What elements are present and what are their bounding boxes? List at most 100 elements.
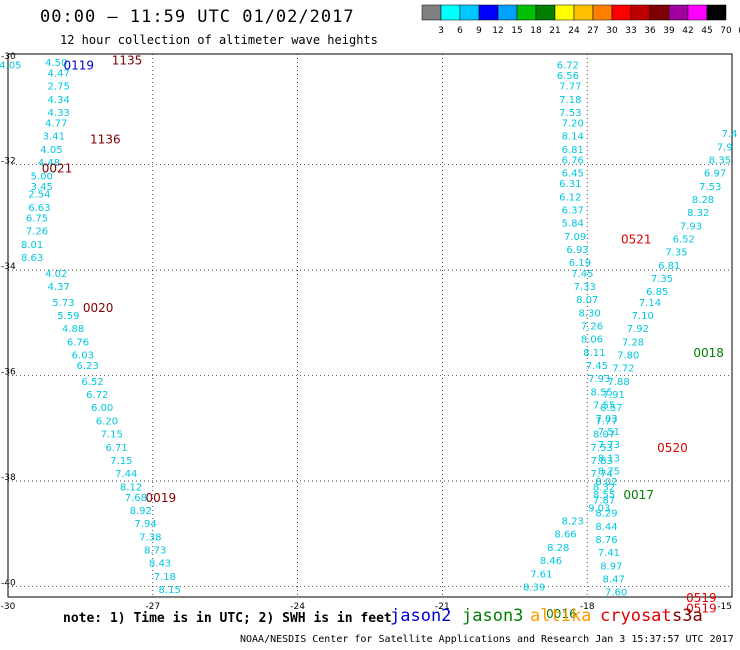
wave-height-value: 7.53 — [591, 443, 613, 454]
longitude-label: -15 — [717, 602, 732, 612]
footer-credit: NOAA/NESDIS Center for Satellite Applica… — [240, 634, 734, 645]
wave-height-value: 5.84 — [562, 219, 584, 230]
wave-height-value: 7.45 — [586, 361, 608, 372]
longitude-label: -21 — [435, 602, 450, 612]
wave-height-value: 8.55 — [593, 490, 615, 501]
scale-label: 36 — [644, 26, 656, 36]
wave-height-value: 7.4 — [722, 129, 738, 140]
scale-swatch — [706, 4, 727, 21]
wave-height-value: 6.12 — [559, 192, 581, 203]
pass-time-label: 0016 — [546, 607, 577, 621]
wave-height-value: 8.23 — [562, 517, 584, 528]
wave-height-value: 6.45 — [562, 169, 584, 180]
wave-height-value: 4.05 — [0, 61, 22, 72]
wave-height-value: 7.09 — [564, 232, 586, 243]
wave-height-value: 6.31 — [559, 179, 581, 190]
wave-height-value: 6.75 — [26, 213, 48, 224]
wave-height-value: 4.05 — [40, 145, 62, 156]
wave-height-value: 8.47 — [603, 575, 625, 586]
wave-height-value: 7.55 — [593, 401, 615, 412]
pass-time-label: 0021 — [42, 161, 73, 175]
pass-time-label: 0520 — [657, 441, 688, 455]
wave-height-value: 7.93 — [680, 221, 702, 232]
wave-height-value: 7.60 — [605, 588, 627, 599]
wave-height-value: 6.76 — [562, 155, 584, 166]
wave-height-value: 6.52 — [673, 235, 695, 246]
longitude-label: -24 — [290, 602, 305, 612]
wave-height-value: 5.59 — [57, 311, 79, 322]
wave-height-value: 6.97 — [704, 169, 726, 180]
wave-height-value: 8.73 — [144, 546, 166, 557]
wave-height-value: 5.00 — [31, 171, 53, 182]
wave-height-value: 7.77 — [559, 82, 581, 93]
wave-height-value: 6.81 — [658, 261, 680, 272]
wave-height-value: 6.03 — [72, 350, 94, 361]
wave-height-value: 7.18 — [559, 95, 581, 106]
scale-label: 18 — [530, 26, 542, 36]
wave-height-value: 6.72 — [557, 61, 579, 72]
wave-height-value: 6.63 — [28, 203, 50, 214]
scale-label: 27 — [587, 26, 598, 36]
wave-height-value: 7.91 — [603, 390, 625, 401]
wave-height-value: 3.45 — [31, 182, 53, 193]
wave-height-value: 4.47 — [48, 68, 70, 79]
wave-height-value: 6.93 — [566, 245, 588, 256]
latitude-label: -36 — [1, 368, 16, 378]
wave-height-value: 8.07 — [576, 295, 598, 306]
wave-height-value: 5.73 — [52, 298, 74, 309]
wave-height-value: 7.94 — [134, 519, 156, 530]
wave-height-value: 8.75 — [598, 466, 620, 477]
pass-time-label: 0019 — [146, 491, 177, 505]
longitude-label: -18 — [580, 602, 595, 612]
wave-height-value: 7.44 — [115, 469, 137, 480]
latitude-label: -40 — [1, 578, 16, 588]
wave-height-value: 8.12 — [120, 482, 142, 493]
wave-height-value: 8.07 — [593, 430, 615, 441]
wave-height-value: 8.11 — [583, 348, 605, 359]
legend-jason2: jason2 — [390, 606, 452, 626]
wave-height-value: 8.43 — [149, 559, 171, 570]
wave-height-value: 7.10 — [632, 311, 654, 322]
wave-height-value: 2.54 — [28, 190, 50, 201]
pass-time-label: 0017 — [623, 488, 654, 502]
wave-height-value: 7.68 — [125, 493, 147, 504]
wave-height-value: 7.80 — [617, 350, 639, 361]
wave-height-value: 4.88 — [62, 324, 84, 335]
wave-height-value: 8.28 — [692, 195, 714, 206]
pass-time-label: 1136 — [90, 132, 121, 146]
scale-label: 39 — [663, 26, 675, 36]
wave-height-value: 8.57 — [600, 403, 622, 414]
scale-label: 12 — [492, 26, 503, 36]
wave-height-value: 7.87 — [593, 495, 615, 506]
scale-label: 24 — [568, 26, 580, 36]
scale-label: 30 — [606, 26, 618, 36]
wave-height-value: 6.37 — [562, 206, 584, 217]
wave-height-value: 7.61 — [530, 569, 552, 580]
pass-time-label: 0519 — [686, 602, 717, 616]
wave-height-value: 4.37 — [48, 282, 70, 293]
wave-height-value: 8.44 — [595, 522, 617, 533]
scale-label: 45 — [701, 26, 712, 36]
wave-height-value: 8.06 — [581, 335, 603, 346]
wave-height-value: 7.15 — [101, 430, 123, 441]
wave-height-value: 7.93 — [588, 374, 610, 385]
wave-height-value: 7.20 — [562, 119, 584, 130]
wave-height-value: 7.74 — [591, 469, 613, 480]
wave-height-value: 6.72 — [86, 390, 108, 401]
legend-jason3: jason3 — [462, 606, 524, 626]
latitude-label: -32 — [1, 157, 16, 167]
wave-height-value: 7.77 — [595, 416, 617, 427]
wave-height-value: 7.38 — [139, 532, 161, 543]
wave-height-value: 7.73 — [598, 440, 620, 451]
wave-height-value: 8.97 — [600, 561, 622, 572]
wave-height-value: 7.9 — [717, 142, 733, 153]
legend-s3a: s3a — [672, 606, 703, 626]
wave-height-value: 9.03 — [588, 503, 610, 514]
wave-height-value: 6.00 — [91, 403, 113, 414]
page-title: 00:00 – 11:59 UTC 01/02/2017 — [40, 7, 355, 27]
longitude-label: -27 — [145, 602, 160, 612]
wave-height-value: 4.02 — [45, 269, 67, 280]
scale-label: 3 — [438, 26, 444, 36]
